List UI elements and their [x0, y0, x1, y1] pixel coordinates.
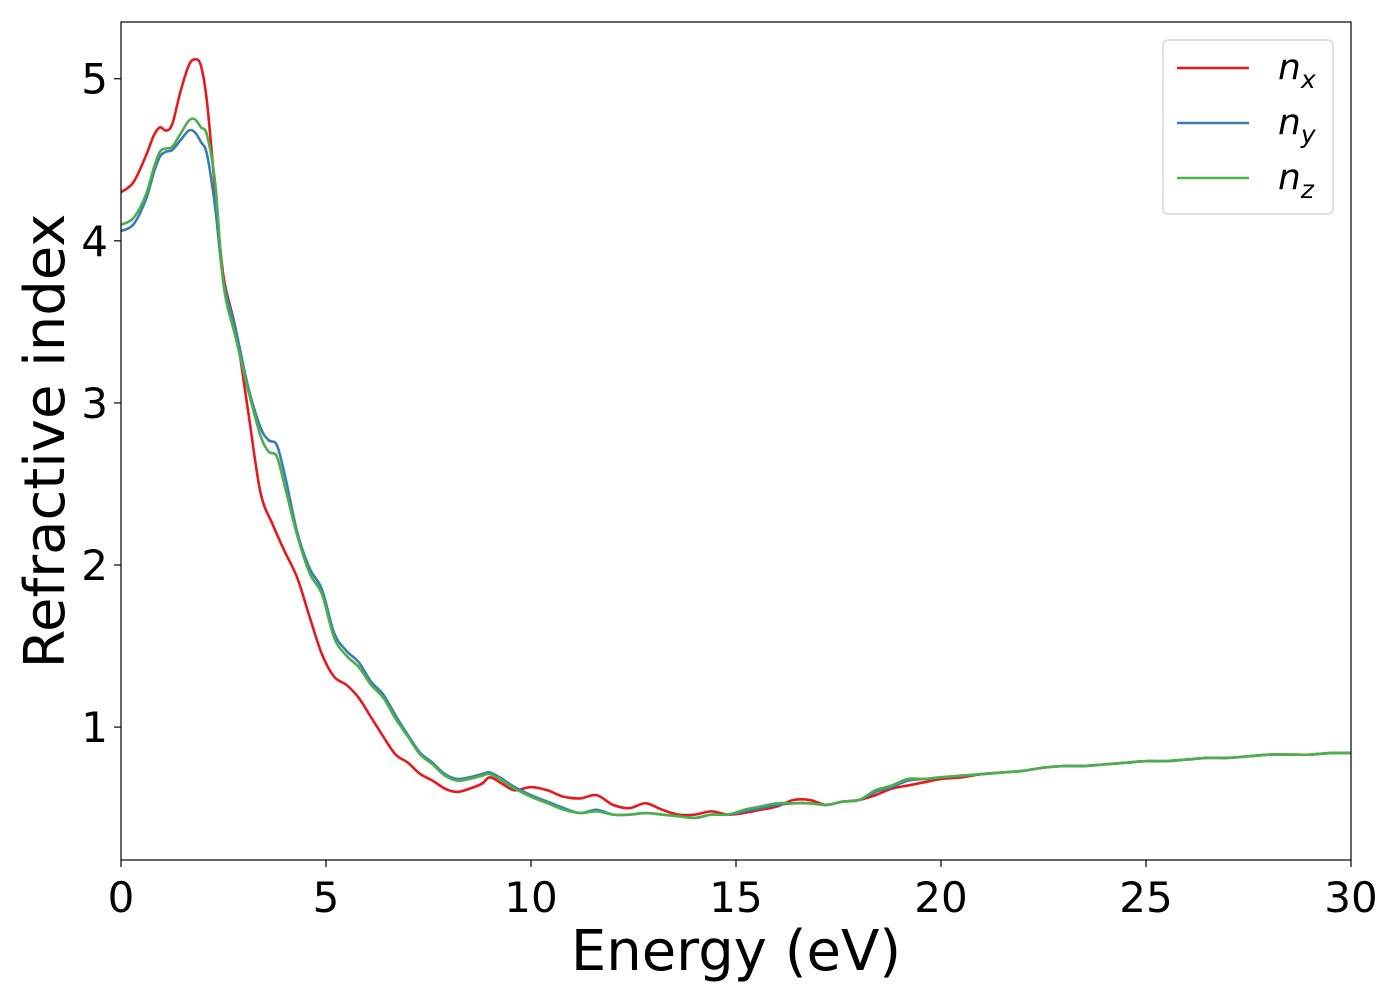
legend-label-subscript: x	[1300, 65, 1316, 94]
x-tick-label: 25	[1119, 873, 1172, 922]
series-line-nz	[121, 117, 1351, 820]
legend-label-nz: nz	[1278, 157, 1315, 204]
legend-label-symbol: n	[1278, 102, 1301, 143]
y-tick-label: 3	[81, 379, 108, 428]
y-axis-label: Refractive index	[13, 214, 78, 669]
legend-label-nx: nx	[1278, 47, 1316, 94]
plot-area	[121, 57, 1351, 820]
y-tick-label: 4	[81, 217, 108, 266]
y-tick-label: 2	[81, 541, 108, 590]
x-tick-label: 5	[313, 873, 340, 922]
legend-label-ny: ny	[1278, 102, 1317, 149]
legend-label-subscript: z	[1300, 175, 1315, 204]
x-tick-label: 20	[914, 873, 967, 922]
x-axis: 0 5 10 15 20 25 30	[108, 860, 1378, 922]
x-tick-label: 30	[1324, 873, 1377, 922]
legend-label-symbol: n	[1278, 157, 1301, 198]
x-tick-label: 15	[709, 873, 762, 922]
y-axis: 1 2 3 4 5	[81, 55, 121, 752]
legend-label-subscript: y	[1300, 120, 1317, 149]
legend-box	[1162, 39, 1334, 215]
y-tick-label: 1	[81, 703, 108, 752]
legend-label-symbol: n	[1278, 47, 1301, 88]
x-tick-label: 10	[504, 873, 557, 922]
y-tick-label: 5	[81, 55, 108, 104]
x-tick-label: 0	[108, 873, 135, 922]
x-axis-label: Energy (eV)	[571, 919, 901, 984]
